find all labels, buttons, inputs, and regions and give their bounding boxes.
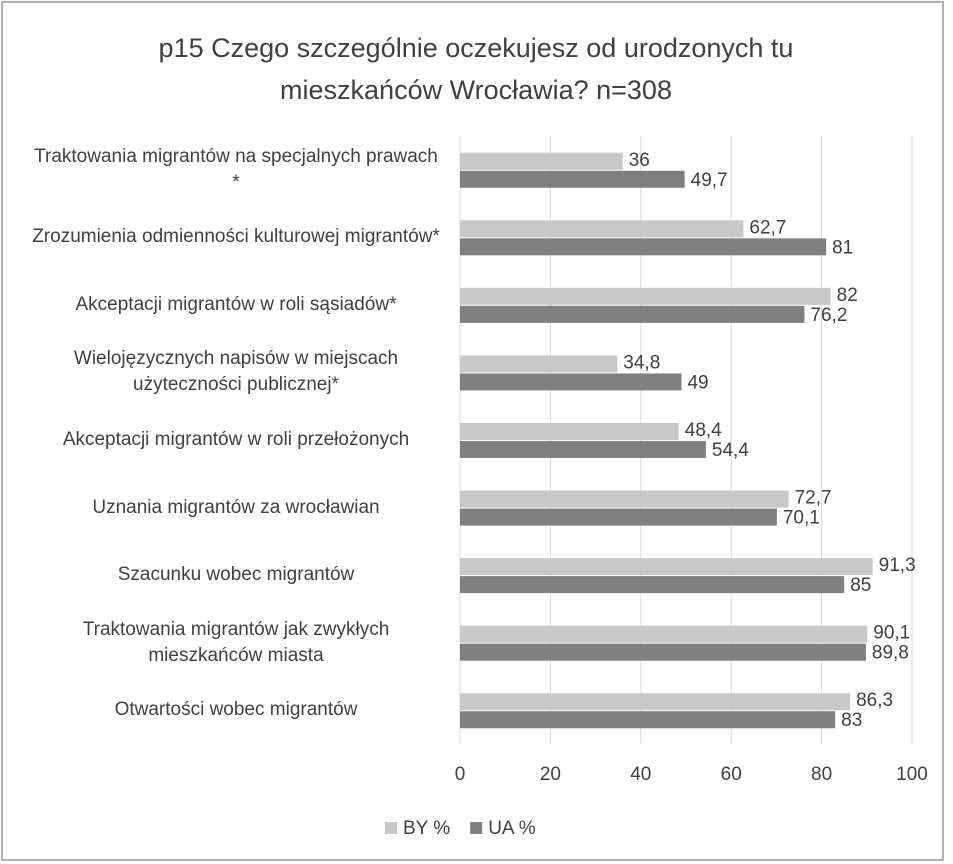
bar — [460, 170, 685, 188]
value-label: 54,4 — [712, 440, 749, 461]
value-label: 72,7 — [795, 488, 832, 509]
bar — [460, 576, 845, 594]
legend-swatch — [385, 822, 397, 834]
category-label: Akceptacji migrantów w roli sąsiadów* — [75, 293, 397, 315]
bar — [460, 490, 789, 508]
x-tick-label: 20 — [540, 764, 561, 785]
legend-swatch — [470, 822, 483, 834]
x-tick-label: 40 — [630, 764, 651, 785]
category-label: Szacunku wobec migrantów — [117, 564, 355, 586]
category-label: Traktowania migrantów na specjalnych pra… — [34, 145, 438, 193]
value-label: 85 — [850, 575, 871, 596]
bar — [460, 693, 851, 711]
value-label: 49,7 — [691, 170, 728, 191]
value-label: 83 — [841, 710, 862, 731]
value-label: 34,8 — [623, 352, 660, 373]
value-label: 62,7 — [749, 217, 786, 238]
value-label: 89,8 — [872, 643, 909, 664]
category-label: Otwartości wobec migrantów — [114, 699, 358, 721]
value-label: 49 — [687, 372, 708, 393]
x-tick-label: 60 — [721, 764, 742, 785]
bar — [460, 373, 682, 391]
value-label: 90,1 — [873, 623, 910, 644]
value-label: 36 — [629, 150, 650, 171]
bar — [460, 711, 836, 729]
value-label: 76,2 — [810, 305, 847, 326]
category-label: Zrozumienia odmienności kulturowej migra… — [32, 226, 440, 248]
bar — [460, 508, 777, 526]
bar — [460, 423, 679, 440]
category-label: Traktowania migrantów jak zwykłych miesz… — [82, 618, 390, 666]
chart-title: mieszkańców Wrocławia? n=308 — [280, 75, 672, 105]
category-label: Akceptacji migrantów w roli przełożonych — [62, 429, 410, 450]
x-tick-label: 100 — [896, 764, 928, 785]
x-tick-label: 0 — [455, 764, 466, 785]
bar — [460, 441, 706, 458]
value-label: 86,3 — [856, 690, 893, 711]
category-label: Wielojęzycznych napisów w miejscach użyt… — [73, 348, 399, 396]
category-label: Uznania migrantów za wrocławian — [92, 496, 380, 518]
value-label: 81 — [832, 237, 853, 258]
bar — [460, 643, 866, 661]
value-label: 82 — [837, 285, 858, 306]
bar — [460, 558, 873, 576]
legend-label: UA % — [488, 818, 536, 839]
value-label: 70,1 — [783, 508, 820, 529]
x-tick-label: 80 — [811, 764, 832, 785]
chart-title: p15 Czego szczególnie oczekujesz od urod… — [159, 33, 794, 63]
bar — [460, 355, 618, 373]
value-label: 91,3 — [879, 555, 916, 576]
bar — [460, 625, 868, 643]
bar — [460, 220, 744, 238]
bar — [460, 287, 831, 305]
value-label: 48,4 — [685, 420, 722, 441]
bar — [460, 238, 827, 256]
bar — [460, 305, 805, 323]
legend-label: BY % — [403, 818, 450, 839]
bar — [460, 152, 623, 170]
